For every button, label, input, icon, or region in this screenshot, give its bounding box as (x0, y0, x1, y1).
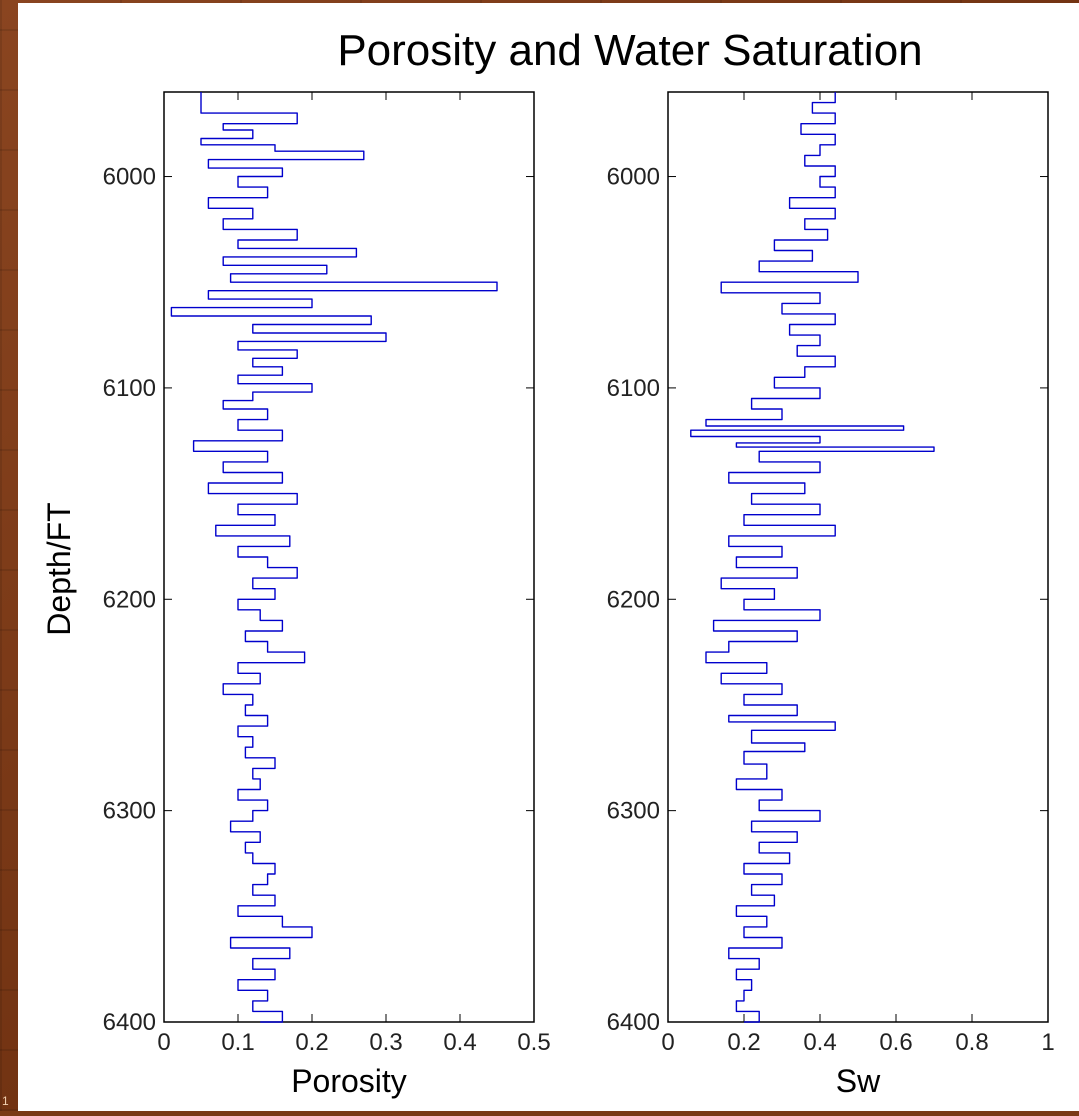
x-tick-label: 0.5 (517, 1029, 550, 1056)
y-tick-label: 6100 (103, 375, 156, 402)
figure-svg: Porosity and Water Saturation Depth/FT 0… (41, 26, 1055, 1099)
x-tick-label: 0.8 (955, 1029, 988, 1056)
axes-frame (667, 91, 1049, 1023)
x-tick-label: 0.3 (369, 1029, 402, 1056)
y-tick-label: 6200 (103, 586, 156, 613)
y-tick-label: 6000 (103, 164, 156, 191)
y-tick-label: 6000 (607, 164, 660, 191)
series-line-1 (690, 92, 935, 1023)
x-axis-label: Porosity (291, 1063, 407, 1099)
x-tick-label: 0.4 (803, 1029, 836, 1056)
figure-title: Porosity and Water Saturation (337, 26, 922, 75)
x-tick-label: 0 (661, 1029, 674, 1056)
y-tick-label: 6300 (607, 798, 660, 825)
x-tick-label: 0.6 (879, 1029, 912, 1056)
figure-canvas: Porosity and Water Saturation Depth/FT 0… (18, 3, 1079, 1111)
series-line-1 (170, 92, 498, 1023)
slide-page-number: 1 (2, 1094, 9, 1108)
y-axis-label: Depth/FT (41, 502, 77, 635)
axes-frame (163, 91, 535, 1023)
y-tick-label: 6200 (607, 586, 660, 613)
x-tick-label: 1 (1041, 1029, 1054, 1056)
x-tick-label: 0.4 (443, 1029, 476, 1056)
axes-2: 0 0.2 0.4 0.6 0.8 1 6000 6100 6200 6300 6400 Sw (607, 91, 1055, 1099)
x-tick-label: 0 (157, 1029, 170, 1056)
y-tick-label: 6400 (607, 1009, 660, 1036)
axes-1: 0 0.1 0.2 0.3 0.4 0.5 6000 6100 6200 6300 6400 Poro… (103, 91, 551, 1099)
axes-layer: 0 0.1 0.2 0.3 0.4 0.5 6000 6100 6200 6300 6400 Poro… (103, 91, 1055, 1099)
x-tick-label: 0.2 (727, 1029, 760, 1056)
y-tick-label: 6400 (103, 1009, 156, 1036)
x-tick-label: 0.1 (221, 1029, 254, 1056)
x-axis-label: Sw (836, 1063, 881, 1099)
y-tick-label: 6300 (103, 798, 156, 825)
y-tick-label: 6100 (607, 375, 660, 402)
x-tick-label: 0.2 (295, 1029, 328, 1056)
